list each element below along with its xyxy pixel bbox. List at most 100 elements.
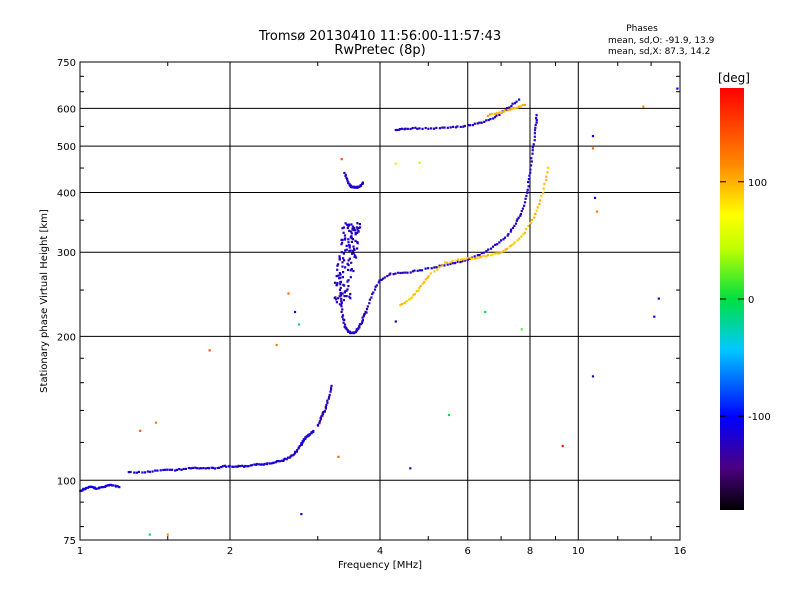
echo-point	[347, 330, 350, 333]
echo-point	[466, 258, 469, 261]
echo-point	[339, 273, 342, 276]
echo-point	[336, 268, 339, 271]
echo-point	[533, 135, 536, 138]
echo-point	[338, 303, 341, 306]
echo-point	[341, 314, 345, 317]
echo-point	[166, 468, 169, 471]
echo-point	[420, 269, 424, 272]
echo-point	[85, 486, 88, 490]
echo-point	[522, 233, 525, 236]
echo-point	[82, 487, 85, 490]
echo-point	[154, 469, 157, 472]
echo-point	[308, 433, 311, 436]
echo-point	[408, 298, 411, 301]
echo-point	[494, 243, 497, 246]
echo-point	[653, 315, 656, 318]
echo-point	[345, 244, 348, 247]
echo-point	[418, 287, 421, 290]
echo-point	[321, 414, 324, 417]
echo-point	[263, 462, 266, 465]
echo-point	[297, 446, 300, 449]
echo-point	[405, 300, 408, 303]
echo-point	[430, 267, 433, 270]
echo-point	[341, 238, 344, 241]
echo-point	[497, 252, 501, 255]
echo-point	[356, 222, 359, 225]
echo-point	[494, 116, 497, 119]
echo-point	[184, 467, 187, 470]
echo-point	[340, 310, 343, 313]
echo-point	[533, 139, 536, 142]
data-layer	[79, 87, 679, 536]
echo-point	[347, 182, 350, 185]
echo-point	[191, 466, 194, 470]
echo-point	[451, 259, 454, 263]
echo-point	[351, 252, 354, 255]
echo-point	[95, 487, 98, 490]
echo-point	[166, 533, 169, 536]
echo-point	[380, 278, 383, 281]
echo-point	[513, 241, 516, 244]
echo-point	[301, 441, 304, 444]
echo-point	[429, 272, 432, 275]
echo-point	[343, 290, 346, 293]
echo-point	[182, 467, 185, 471]
echo-point	[326, 401, 329, 404]
echo-point	[533, 216, 536, 219]
echo-point	[162, 468, 165, 472]
echo-point	[491, 112, 494, 116]
trace	[399, 166, 550, 307]
echo-point	[478, 256, 481, 259]
echo-point	[505, 107, 509, 110]
echo-point	[409, 271, 412, 274]
echo-point	[416, 127, 419, 130]
echo-point	[483, 120, 486, 123]
echo-point	[349, 249, 352, 252]
echo-point	[338, 258, 341, 261]
y-tick-label: 750	[57, 58, 76, 69]
echo-point	[352, 229, 355, 232]
echo-point	[512, 243, 515, 246]
echo-point	[435, 266, 438, 269]
echo-point	[409, 297, 412, 300]
echo-point	[342, 271, 345, 274]
echo-point	[561, 444, 564, 448]
echo-point	[417, 289, 420, 292]
echo-point	[274, 461, 277, 464]
echo-point	[531, 152, 534, 155]
echo-point	[342, 226, 345, 229]
echo-point	[413, 293, 416, 296]
echo-point	[511, 226, 515, 229]
echo-point	[351, 227, 354, 230]
echo-point	[530, 218, 534, 221]
echo-point	[340, 305, 343, 308]
echo-point	[346, 178, 349, 181]
echo-point	[418, 127, 421, 130]
echo-point	[642, 105, 645, 108]
echo-point	[480, 252, 483, 255]
echo-point	[377, 281, 380, 284]
echo-point	[347, 279, 350, 282]
phases-heading: Phases	[626, 24, 658, 34]
echo-point	[542, 191, 545, 194]
echo-point	[530, 164, 533, 167]
echo-point	[358, 223, 361, 226]
echo-point	[116, 485, 119, 488]
echo-point	[345, 289, 348, 292]
echo-point	[342, 321, 345, 324]
echo-point	[234, 465, 237, 468]
echo-point	[414, 126, 417, 129]
colorbar-ticks: 100 0 -100	[720, 178, 771, 423]
echo-point	[164, 468, 167, 471]
echo-point	[356, 242, 359, 245]
echo-point	[375, 284, 378, 287]
echo-point	[129, 470, 132, 474]
echo-point	[282, 459, 285, 462]
echo-point	[133, 471, 136, 474]
echo-point	[510, 108, 513, 111]
echo-point	[351, 225, 354, 228]
trace	[316, 384, 333, 427]
y-tick-label: 100	[57, 476, 76, 487]
echo-point	[484, 310, 487, 314]
echo-point	[657, 297, 660, 300]
